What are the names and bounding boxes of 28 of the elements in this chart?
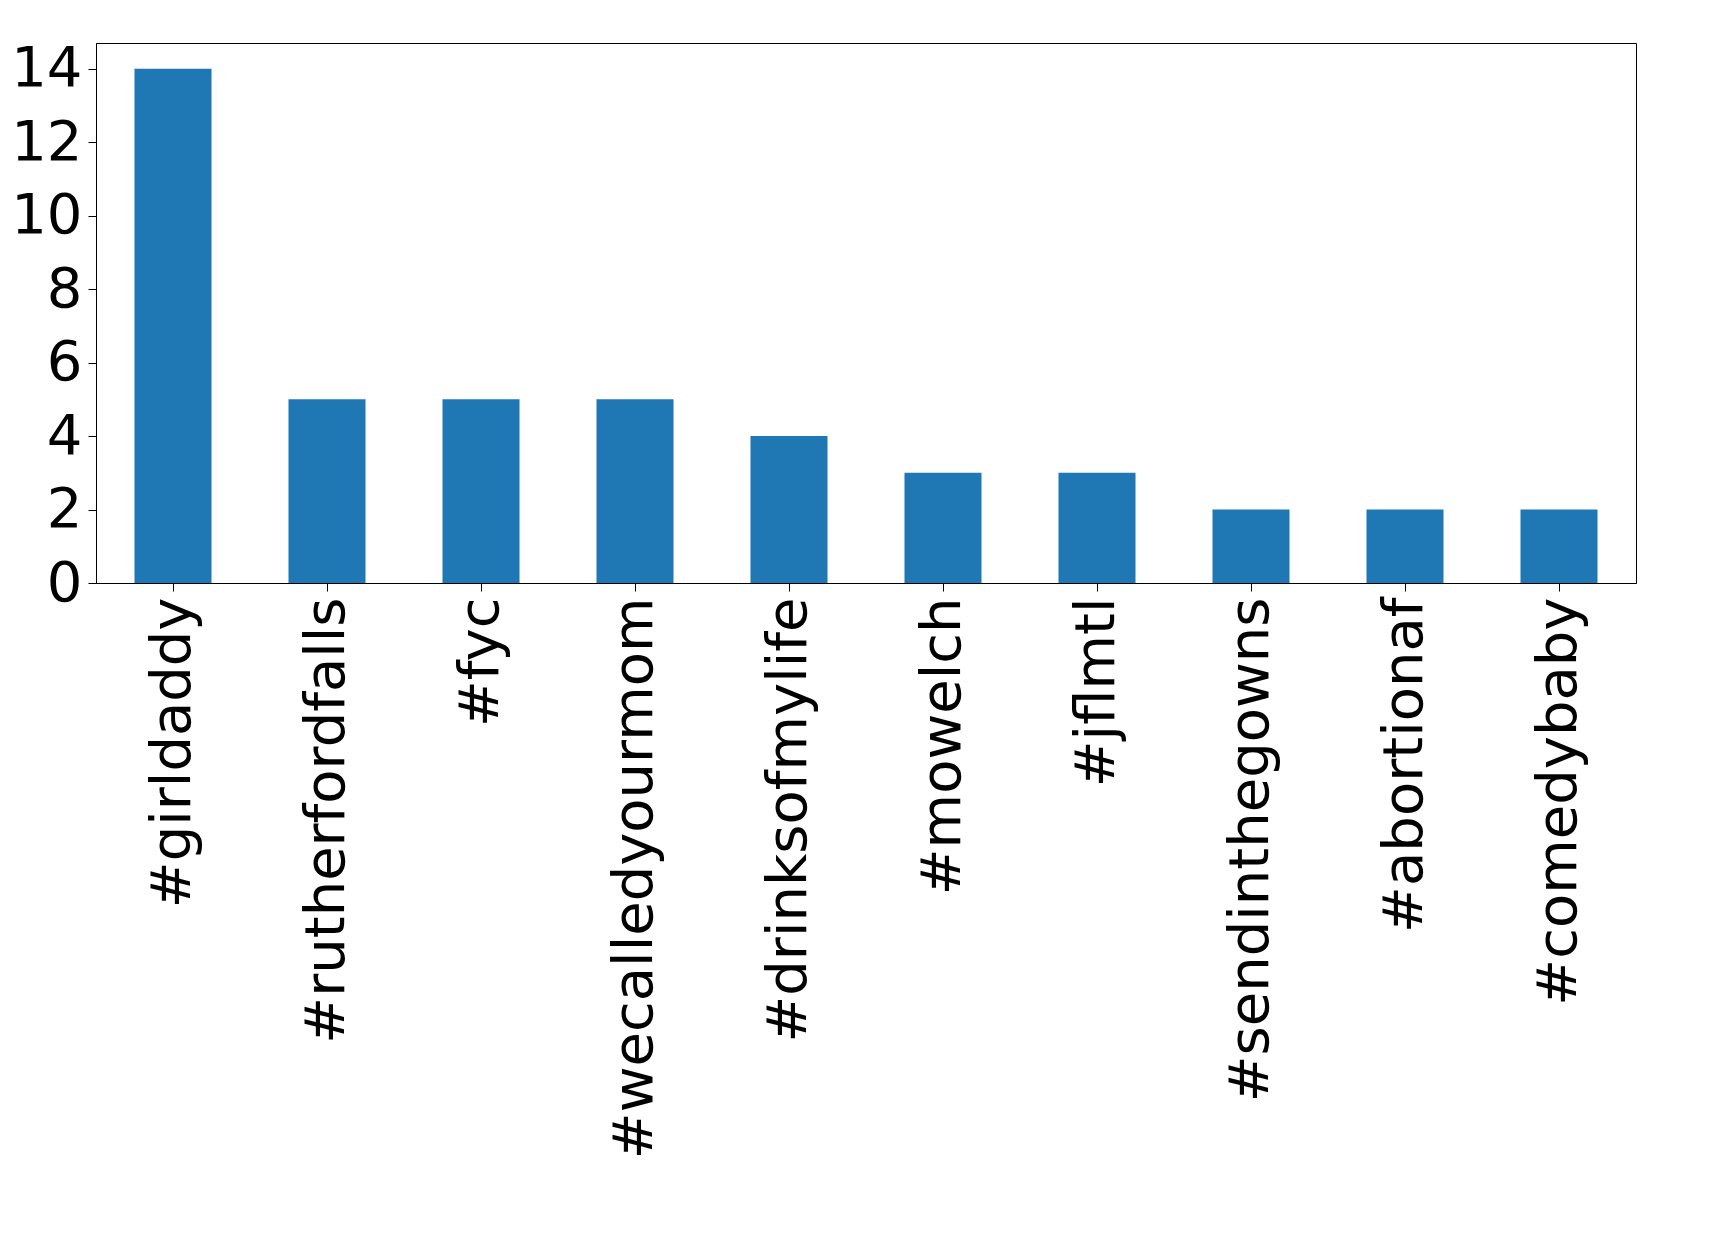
x-tick-label: #mowelch <box>908 597 973 896</box>
bar <box>134 68 212 583</box>
y-tick-label: 6 <box>46 328 83 394</box>
bar <box>442 399 520 583</box>
y-tick-label: 12 <box>11 107 83 173</box>
x-tick-label: #sendinthegowns <box>1216 597 1281 1103</box>
bar <box>1520 509 1598 583</box>
x-tick-label: #rutherfordfalls <box>292 597 357 1044</box>
x-tick-label: #comedybaby <box>1524 597 1589 1006</box>
x-tick-label: #drinksofmylife <box>754 597 819 1043</box>
x-tick-label: #jflmtl <box>1062 597 1127 788</box>
bar <box>1058 472 1136 583</box>
y-tick-label: 10 <box>11 181 83 247</box>
y-tick-label: 2 <box>46 475 83 541</box>
bar <box>904 472 982 583</box>
x-tick-label: #wecalledyourmom <box>600 597 665 1160</box>
bar <box>1212 509 1290 583</box>
bar <box>596 399 674 583</box>
x-tick-label: #fyc <box>446 597 511 728</box>
bar <box>288 399 366 583</box>
y-tick-label: 14 <box>11 34 83 100</box>
bar <box>1366 509 1444 583</box>
y-tick-label: 0 <box>46 548 83 614</box>
x-tick-label: #abortionaf <box>1370 596 1435 933</box>
x-tick-label: #girldaddy <box>138 597 203 909</box>
bar <box>750 436 828 583</box>
y-tick-label: 8 <box>46 254 83 320</box>
y-tick-label: 4 <box>46 401 83 467</box>
